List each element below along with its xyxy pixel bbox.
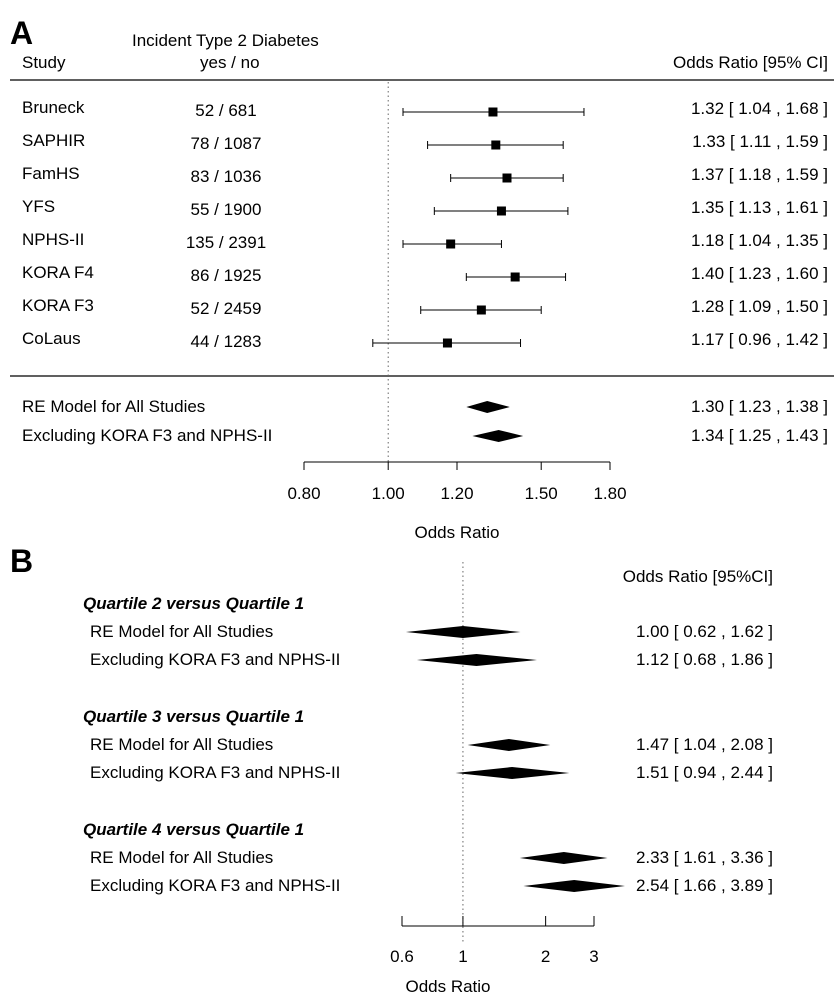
panel-a-study-name: YFS <box>22 197 55 216</box>
panel-a-letter: A <box>10 15 33 51</box>
panel-b-row-or-label: 1.51 [ 0.94 , 2.44 ] <box>636 763 773 782</box>
panel-b-x-tick-label: 1 <box>458 947 467 966</box>
panel-a-plot: Bruneck 52 / 681 1.32 [ 1.04 , 1.68 ] SAPHI… <box>22 82 828 503</box>
panel-b-summary-diamond <box>519 852 608 864</box>
panel-a-group-title: Incident Type 2 Diabetes <box>132 31 319 50</box>
panel-b-row-or-label: 2.33 [ 1.61 , 3.36 ] <box>636 848 773 867</box>
panel-a-study-counts: 44 / 1283 <box>191 332 262 351</box>
panel-b-summary-diamond <box>455 767 570 779</box>
panel-a-study-point <box>476 305 486 315</box>
panel-a-study-name: NPHS-II <box>22 230 84 249</box>
panel-b-row-or-label: 1.00 [ 0.62 , 1.62 ] <box>636 622 773 641</box>
panel-b-row-name: Excluding KORA F3 and NPHS-II <box>90 650 340 669</box>
panel-a-study-or-label: 1.32 [ 1.04 , 1.68 ] <box>691 99 828 118</box>
panel-a-study-or-label: 1.35 [ 1.13 , 1.61 ] <box>691 198 828 217</box>
panel-a-summary-diamond <box>472 430 524 442</box>
panel-b-row-name: Excluding KORA F3 and NPHS-II <box>90 876 340 895</box>
panel-a-study-name: KORA F3 <box>22 296 94 315</box>
panel-b-row-or-label: 1.47 [ 1.04 , 2.08 ] <box>636 735 773 754</box>
panel-a-study-name: SAPHIR <box>22 131 85 150</box>
panel-a-summary-diamond <box>466 401 510 413</box>
panel-a-summary-or-label: 1.30 [ 1.23 , 1.38 ] <box>691 397 828 416</box>
panel-b-row-name: RE Model for All Studies <box>90 735 273 754</box>
panel-a-study-counts: 86 / 1925 <box>191 266 262 285</box>
panel-b-x-axis-label: Odds Ratio <box>405 977 490 996</box>
panel-a-or-header: Odds Ratio [95% CI] <box>673 53 828 72</box>
panel-a-summary-name: Excluding KORA F3 and NPHS-II <box>22 426 272 445</box>
panel-a-study-name: Bruneck <box>22 98 85 117</box>
panel-b-plot: Quartile 2 versus Quartile 1 RE Model for… <box>83 562 773 966</box>
panel-a-study-or-label: 1.33 [ 1.11 , 1.59 ] <box>692 132 828 151</box>
panel-b-row-name: RE Model for All Studies <box>90 848 273 867</box>
panel-a-study-counts: 78 / 1087 <box>191 134 262 153</box>
panel-a-study-counts: 52 / 2459 <box>191 299 262 318</box>
panel-b-group-title: Quartile 3 versus Quartile 1 <box>83 707 304 726</box>
panel-a-x-tick-label: 0.80 <box>287 484 320 503</box>
panel-a-study-counts: 55 / 1900 <box>191 200 262 219</box>
panel-a-study-or-label: 1.28 [ 1.09 , 1.50 ] <box>691 297 828 316</box>
panel-b-letter: B <box>10 543 33 579</box>
panel-a-study-counts: 135 / 2391 <box>186 233 266 252</box>
panel-b-summary-diamond <box>467 739 551 751</box>
panel-a-summary-name: RE Model for All Studies <box>22 397 205 416</box>
panel-a-study-or-label: 1.17 [ 0.96 , 1.42 ] <box>691 330 828 349</box>
panel-a-study-counts: 52 / 681 <box>195 101 256 120</box>
panel-b-row-or-label: 2.54 [ 1.66 , 3.89 ] <box>636 876 773 895</box>
panel-b-x-tick-label: 2 <box>541 947 550 966</box>
panel-a-study-or-label: 1.40 [ 1.23 , 1.60 ] <box>691 264 828 283</box>
panel-a-study-point <box>488 107 498 117</box>
panel-a-counts-header: yes / no <box>200 53 260 72</box>
panel-b-x-tick-label: 3 <box>589 947 598 966</box>
panel-b-group-title: Quartile 2 versus Quartile 1 <box>83 594 304 613</box>
panel-b-group-title: Quartile 4 versus Quartile 1 <box>83 820 304 839</box>
panel-a-x-tick-label: 1.80 <box>593 484 626 503</box>
panel-a-study-point <box>442 338 452 348</box>
panel-a-study-counts: 83 / 1036 <box>191 167 262 186</box>
panel-b-row-name: Excluding KORA F3 and NPHS-II <box>90 763 340 782</box>
panel-b-x-tick-label: 0.6 <box>390 947 414 966</box>
panel-a-summary-or-label: 1.34 [ 1.25 , 1.43 ] <box>691 426 828 445</box>
panel-b-summary-diamond <box>416 654 537 666</box>
panel-b-row-or-label: 1.12 [ 0.68 , 1.86 ] <box>636 650 773 669</box>
panel-a-study-name: FamHS <box>22 164 80 183</box>
panel-a-study-point <box>496 206 506 216</box>
panel-a-x-tick-label: 1.20 <box>440 484 473 503</box>
panel-b-row-name: RE Model for All Studies <box>90 622 273 641</box>
panel-a-study-name: KORA F4 <box>22 263 94 282</box>
panel-b-summary-diamond <box>523 880 625 892</box>
panel-a-study-point <box>502 173 512 183</box>
panel-a-study-point <box>446 239 456 249</box>
panel-a-study-point <box>491 140 501 150</box>
panel-a-x-tick-label: 1.00 <box>372 484 405 503</box>
panel-a-study-name: CoLaus <box>22 329 81 348</box>
panel-a-x-tick-label: 1.50 <box>525 484 558 503</box>
panel-b-or-header: Odds Ratio [95%CI] <box>623 567 773 586</box>
panel-a-x-axis-label: Odds Ratio <box>414 523 499 542</box>
panel-b-summary-diamond <box>405 626 521 638</box>
panel-a-study-header: Study <box>22 53 66 72</box>
panel-a-study-or-label: 1.37 [ 1.18 , 1.59 ] <box>691 165 828 184</box>
panel-a-study-point <box>510 272 520 282</box>
panel-a-study-or-label: 1.18 [ 1.04 , 1.35 ] <box>691 231 828 250</box>
